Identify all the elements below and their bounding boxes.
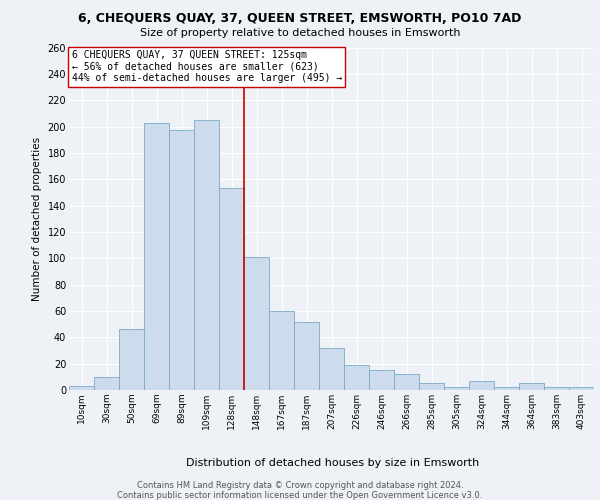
- Bar: [144, 122, 169, 390]
- Bar: [294, 322, 319, 390]
- Bar: [244, 257, 269, 390]
- Bar: [519, 384, 544, 390]
- Text: Contains public sector information licensed under the Open Government Licence v3: Contains public sector information licen…: [118, 491, 482, 500]
- Text: Distribution of detached houses by size in Emsworth: Distribution of detached houses by size …: [187, 458, 479, 468]
- Bar: [544, 388, 569, 390]
- Bar: [69, 386, 94, 390]
- Bar: [269, 311, 294, 390]
- Bar: [569, 388, 594, 390]
- Bar: [369, 370, 394, 390]
- Bar: [394, 374, 419, 390]
- Bar: [444, 388, 469, 390]
- Bar: [419, 384, 444, 390]
- Y-axis label: Number of detached properties: Number of detached properties: [32, 136, 42, 301]
- Text: 6, CHEQUERS QUAY, 37, QUEEN STREET, EMSWORTH, PO10 7AD: 6, CHEQUERS QUAY, 37, QUEEN STREET, EMSW…: [79, 12, 521, 26]
- Bar: [219, 188, 244, 390]
- Bar: [119, 330, 144, 390]
- Text: Contains HM Land Registry data © Crown copyright and database right 2024.: Contains HM Land Registry data © Crown c…: [137, 481, 463, 490]
- Bar: [344, 365, 369, 390]
- Bar: [94, 377, 119, 390]
- Text: 6 CHEQUERS QUAY, 37 QUEEN STREET: 125sqm
← 56% of detached houses are smaller (6: 6 CHEQUERS QUAY, 37 QUEEN STREET: 125sqm…: [71, 50, 342, 84]
- Bar: [319, 348, 344, 390]
- Bar: [469, 381, 494, 390]
- Text: Size of property relative to detached houses in Emsworth: Size of property relative to detached ho…: [140, 28, 460, 38]
- Bar: [194, 120, 219, 390]
- Bar: [169, 130, 194, 390]
- Bar: [494, 388, 519, 390]
